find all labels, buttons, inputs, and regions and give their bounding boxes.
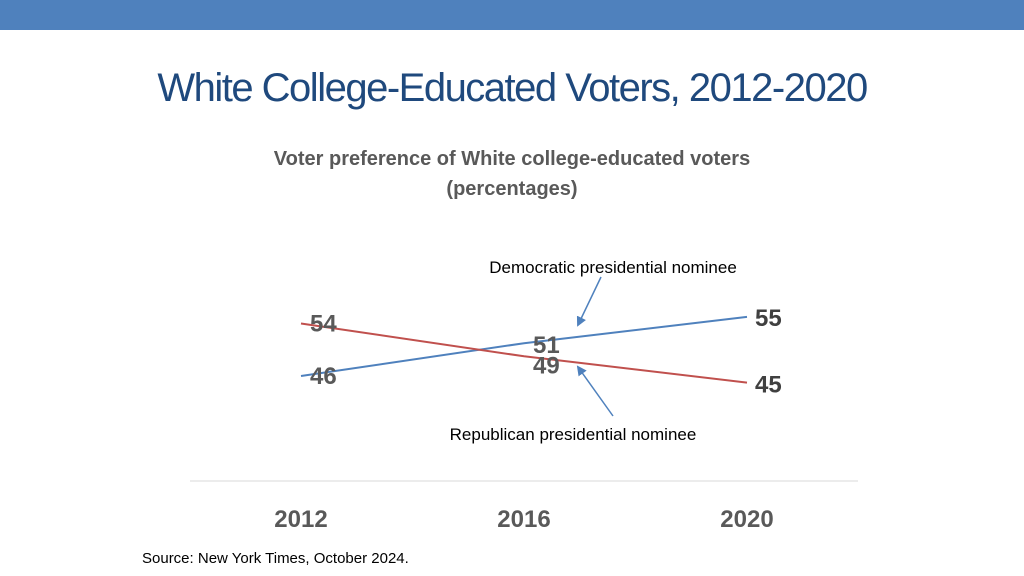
chart-title-line-2: (percentages) xyxy=(446,178,578,200)
slide-title: White College-Educated Voters, 2012-2020 xyxy=(157,66,868,110)
democratic-data-label-2012: 46 xyxy=(310,363,337,390)
x-tick-label-2016: 2016 xyxy=(497,506,550,533)
democratic-series-line xyxy=(300,315,748,377)
democratic-series-label: Democratic presidential nominee xyxy=(489,258,737,277)
republican-data-label-2016: 49 xyxy=(533,352,560,379)
x-tick-label-2012: 2012 xyxy=(274,506,327,533)
democratic-data-label-2016: 51 xyxy=(533,332,560,359)
chart-title-line-1: Voter preference of White college-educat… xyxy=(273,148,751,170)
republican-series-label: Republican presidential nominee xyxy=(450,425,697,444)
republican-data-label-2012: 54 xyxy=(310,311,337,338)
chart-title: Voter preference of White college-educat… xyxy=(212,144,812,204)
source-note: Source: New York Times, October 2024. xyxy=(142,550,409,567)
republican-data-label-2020: 45 xyxy=(755,372,782,399)
republican-callout-arrow xyxy=(576,365,614,417)
x-tick-label-2020: 2020 xyxy=(720,506,773,533)
republican-series-line xyxy=(300,322,748,384)
democratic-callout-arrow xyxy=(576,276,602,327)
democratic-data-label-2020: 55 xyxy=(755,305,782,332)
top-accent-bar xyxy=(0,0,1024,30)
